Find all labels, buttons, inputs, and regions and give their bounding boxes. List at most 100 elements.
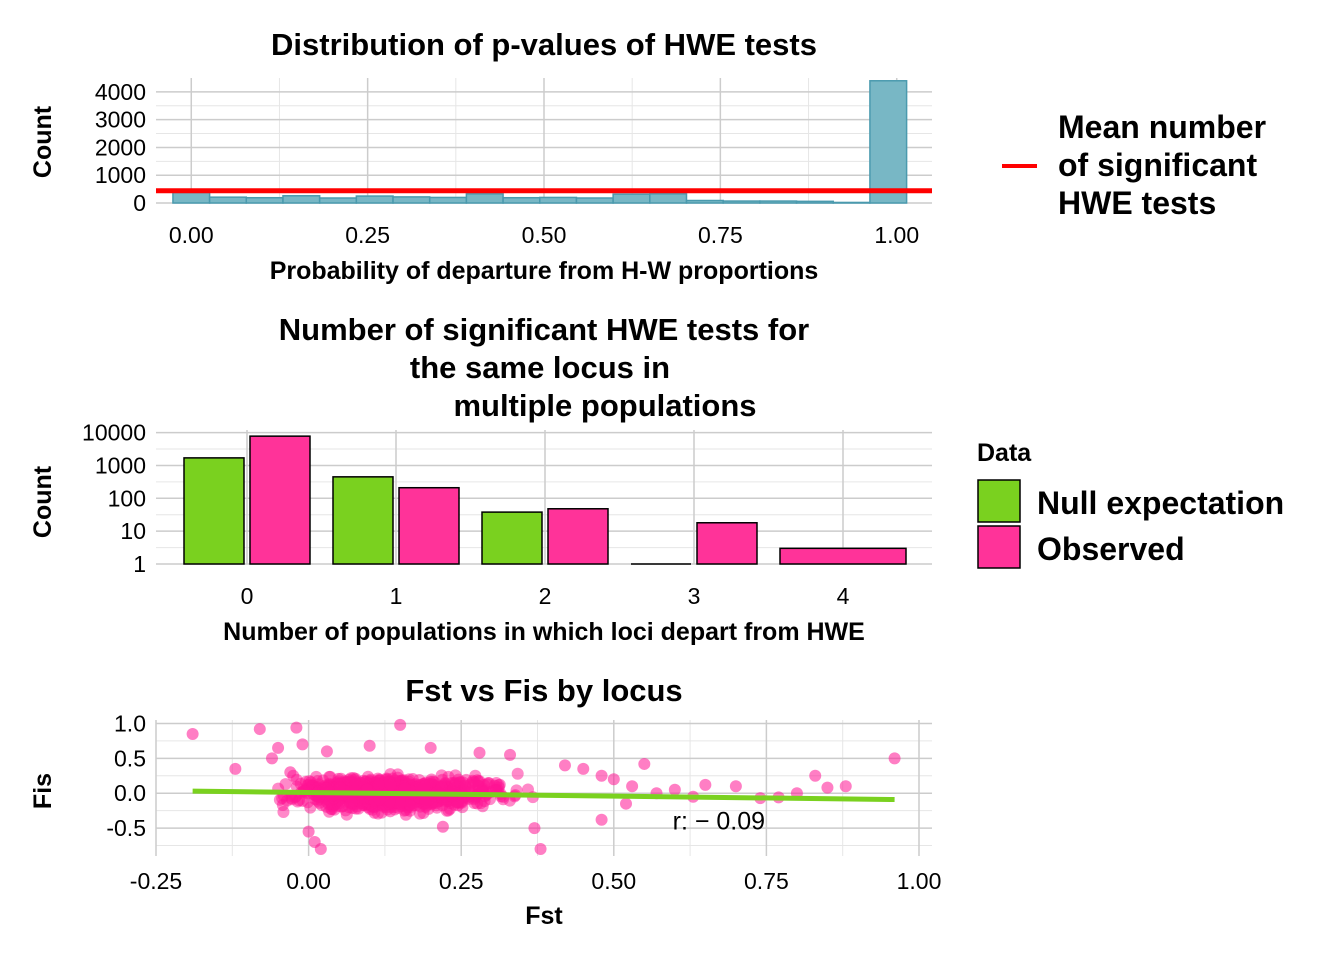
p1-bar [318, 197, 358, 204]
p2-x-tick-label: 0 [241, 583, 254, 609]
p3-point [466, 776, 479, 789]
p3-point [595, 769, 608, 782]
p2-legend-label-observed: Observed [1037, 531, 1185, 567]
p3-point [345, 796, 358, 809]
p3-points [186, 718, 901, 856]
p2-bar [547, 508, 609, 565]
p3-point [424, 741, 437, 754]
p3-point [638, 757, 651, 770]
p3-point [809, 769, 822, 782]
p3-point [403, 799, 416, 812]
p1-y-tick-label: 2000 [95, 134, 146, 160]
p3-y-axis-label: Fis [29, 773, 57, 809]
p1-y-axis-label: Count [29, 105, 57, 178]
p1-x-axis-label: Probability of departure from H-W propor… [270, 257, 819, 285]
p3-point [528, 822, 541, 835]
p3-point [436, 820, 449, 833]
p1-bar [465, 193, 504, 204]
p2-legend-label-null: Null expectation [1037, 485, 1284, 521]
p1-y-tick-label: 3000 [95, 107, 146, 133]
p2-y-axis-label: Count [29, 465, 57, 538]
p1-bar [685, 199, 724, 204]
p3-point [373, 793, 386, 806]
p3-point [577, 762, 590, 775]
p3-point [302, 825, 315, 838]
p2-legend: Data Null expectation Observed [977, 439, 1284, 569]
p1-bar [759, 200, 798, 204]
p3-point [473, 746, 486, 759]
p2-x-tick-label: 3 [688, 583, 701, 609]
p3-point [314, 843, 327, 856]
p3-point [468, 796, 481, 809]
p1-x-ticks: 0.00 0.25 0.50 0.75 1.00 [169, 222, 919, 248]
p3-y-tick-label: 0.0 [114, 780, 146, 806]
p3-point [442, 770, 455, 783]
p3-point [821, 781, 834, 794]
p3-point [229, 762, 242, 775]
p3-point [296, 738, 309, 751]
p1-y-tick-label: 1000 [95, 162, 146, 188]
p3-point [595, 813, 608, 826]
p3-point [335, 800, 348, 813]
p2-y-tick-label: 10 [120, 518, 146, 544]
p3-point [372, 778, 385, 791]
p2-legend-title: Data [977, 439, 1032, 467]
p3-point [349, 778, 362, 791]
p3-point [435, 781, 448, 794]
p1-y-tick-label: 4000 [95, 79, 146, 105]
p3-x-tick-label: 0.75 [744, 868, 789, 894]
p2-bar [249, 435, 311, 565]
p2-bar [332, 476, 394, 565]
p3-point [279, 778, 292, 791]
p3-point [620, 797, 633, 810]
p2-bar [696, 522, 758, 565]
p3-point [492, 781, 505, 794]
multi-population-panel: Number of significant HWE tests for the … [29, 312, 1284, 646]
p3-point [558, 759, 571, 772]
p2-title-line-2: the same locus in [410, 350, 670, 385]
p3-y-tick-label: -0.5 [106, 815, 146, 841]
p2-y-tick-label: 10000 [82, 420, 146, 446]
p3-point [186, 727, 199, 740]
p2-bar [183, 457, 245, 565]
p2-bars [183, 435, 907, 565]
p3-title: Fst vs Fis by locus [405, 673, 682, 708]
p1-bar [355, 195, 394, 204]
p1-legend: Mean number of significant HWE tests [1002, 109, 1266, 221]
p3-x-axis-label: Fst [525, 902, 563, 930]
p1-bar [539, 196, 578, 204]
p1-bar [869, 80, 908, 204]
p2-x-ticks: 0 1 2 3 4 [241, 583, 850, 609]
p1-title: Distribution of p-values of HWE tests [271, 27, 817, 62]
p3-point [393, 797, 406, 810]
p3-x-ticks: -0.25 0.00 0.25 0.50 0.75 1.00 [130, 868, 942, 894]
p2-legend-key-observed [977, 525, 1021, 569]
p3-point [534, 843, 547, 856]
fst-fis-scatter-panel: Fst vs Fis by locus -0.5 0.0 0.5 1.0 -0.25 0… [29, 673, 941, 930]
p3-point [277, 806, 290, 819]
p3-y-ticks: -0.5 0.0 0.5 1.0 [106, 710, 146, 841]
p1-bar [649, 193, 688, 204]
p2-bar [481, 511, 543, 565]
p3-point [286, 793, 299, 806]
p3-point [384, 778, 397, 791]
p3-point [455, 796, 468, 809]
p1-x-tick-label: 0.75 [698, 222, 743, 248]
p2-y-tick-label: 1 [133, 551, 146, 577]
p2-y-ticks: 1 10 100 1000 10000 [82, 420, 146, 577]
p3-point [363, 739, 376, 752]
p3-point [607, 773, 620, 786]
p3-trend-line [192, 788, 895, 803]
p1-bar [392, 196, 431, 204]
p1-x-tick-label: 0.50 [522, 222, 567, 248]
p3-point [454, 776, 467, 789]
p2-x-axis-label: Number of populations in which loci depa… [223, 618, 865, 646]
p1-bar [795, 200, 834, 204]
p1-bar [282, 195, 321, 204]
p2-x-tick-label: 1 [390, 583, 403, 609]
p3-y-tick-label: 0.5 [114, 745, 146, 771]
p3-point [511, 767, 524, 780]
p1-y-tick-label: 0 [133, 190, 146, 216]
p3-point [839, 780, 852, 793]
